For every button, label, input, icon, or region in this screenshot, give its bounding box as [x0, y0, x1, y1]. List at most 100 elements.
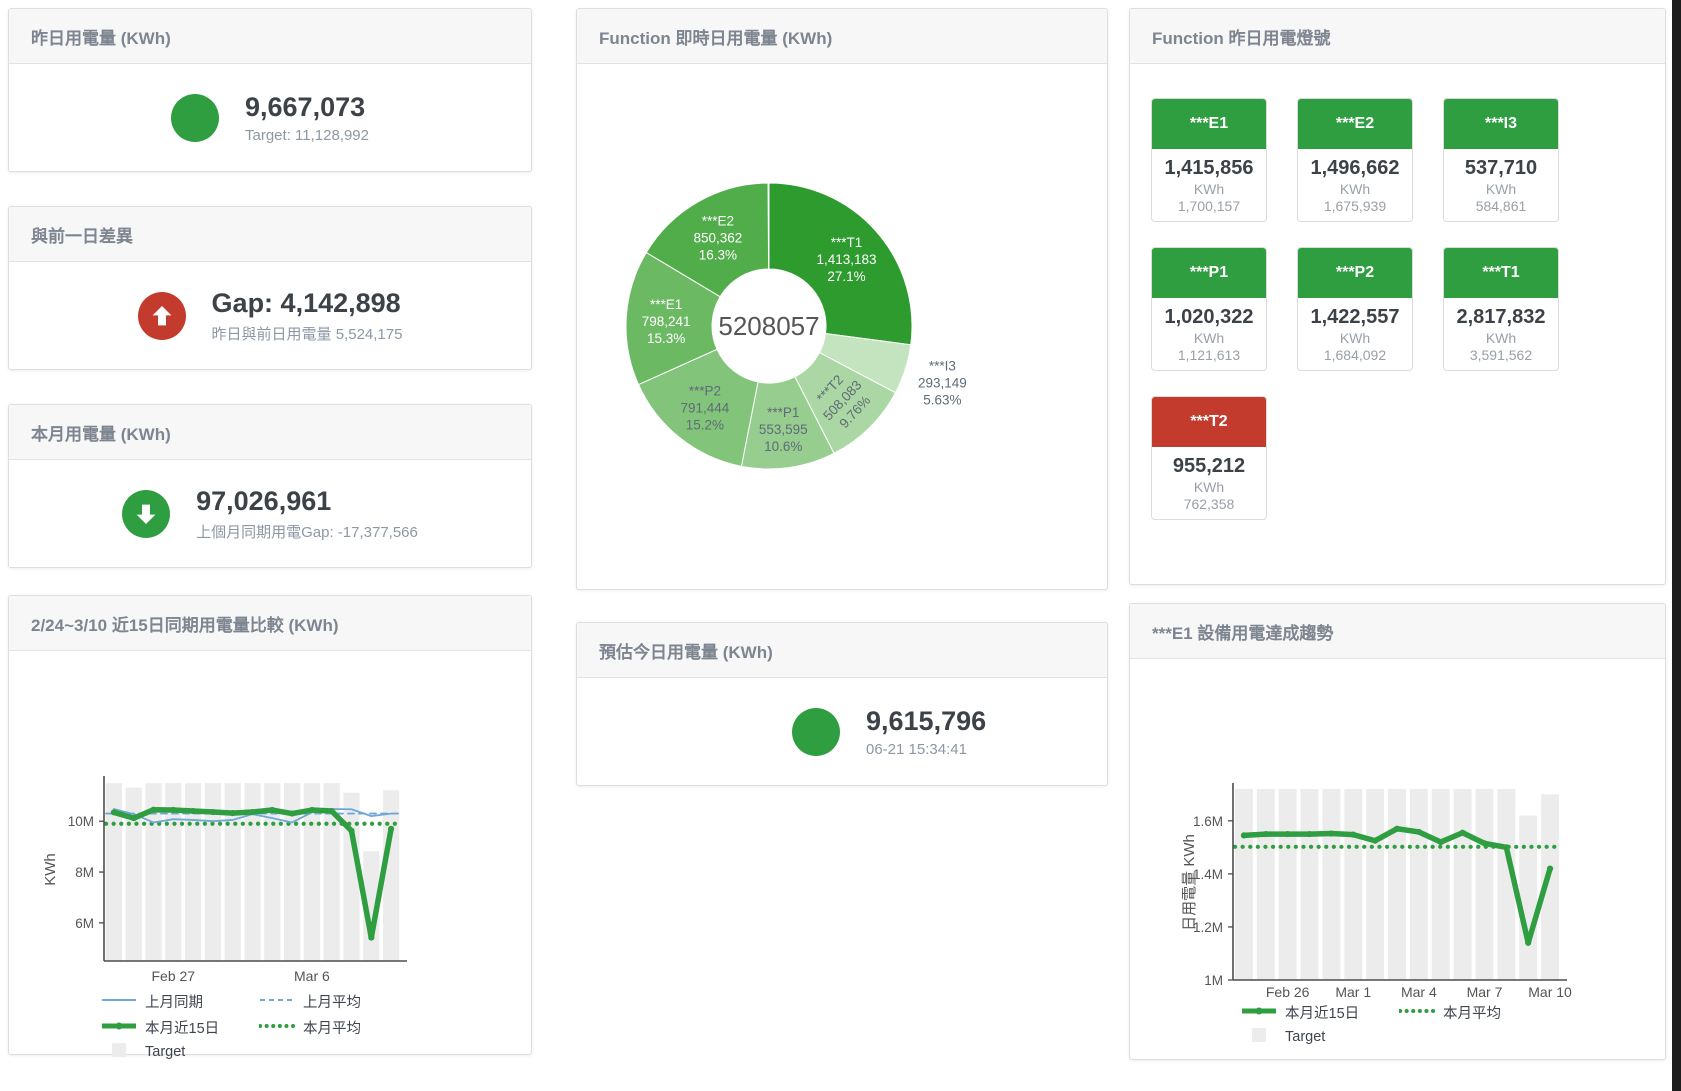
target-bar: [264, 783, 281, 961]
stat-subtitle: 06-21 15:34:41: [866, 740, 967, 758]
panel-title: 2/24~3/10 近15日同期用電量比較 (KWh): [31, 615, 339, 635]
legend-item[interactable]: Target: [101, 1043, 259, 1061]
target-bar: [1256, 788, 1275, 980]
tile-value: 2,817,832: [1456, 306, 1546, 328]
status-tile: ***T1 2,817,832 KWh 3,591,562: [1443, 247, 1559, 371]
x-tick-label: Feb 27: [152, 968, 196, 984]
panel-title: Function 昨日用電燈號: [1152, 28, 1331, 48]
tile-label: ***T2: [1152, 397, 1266, 447]
legend-swatch-icon: [101, 1019, 137, 1037]
donut-center-value: 5208057: [718, 311, 819, 341]
comparison-line-chart[interactable]: 6M 8M 10M Feb 27 Mar 6 KWh: [9, 773, 533, 993]
tile-label: ***I3: [1444, 99, 1558, 149]
donut-chart[interactable]: ***T1 1,413,183 27.1% ***I3 293,149 5.63% ***T…: [577, 64, 1109, 597]
target-bar: [105, 783, 123, 961]
tile-unit: KWh: [1339, 330, 1371, 346]
tile-label: ***P2: [1298, 248, 1412, 298]
panel-e1-trend-chart: ***E1 設備用電達成趨勢 1M 1.2M 1.4M 1.6M Feb 26 Mar 1…: [1129, 603, 1666, 1060]
panel-header: Function 即時日用電量 (KWh): [577, 9, 1107, 64]
legend-item[interactable]: 上月平均: [259, 991, 417, 1012]
target-bar: [244, 783, 261, 961]
donut-slice[interactable]: [625, 251, 721, 386]
tile-label: ***E2: [1298, 99, 1412, 149]
panel-header: 昨日用電量 (KWh): [9, 9, 531, 64]
target-bar: [1453, 788, 1472, 980]
legend-item[interactable]: 本月近15日: [1241, 1002, 1399, 1023]
tile-unit: KWh: [1485, 330, 1517, 346]
panel-title: ***E1 設備用電達成趨勢: [1152, 623, 1334, 643]
tile-label: ***E1: [1152, 99, 1266, 149]
tile-value: 1,496,662: [1310, 157, 1400, 179]
status-tile: ***P1 1,020,322 KWh 1,121,613: [1151, 247, 1267, 371]
donut-slice-label: ***T1 1,413,183 27.1%: [816, 235, 876, 284]
x-tick-label: Mar 6: [294, 968, 330, 984]
donut-slice[interactable]: [768, 182, 913, 346]
legend-label: 上月同期: [145, 995, 203, 1011]
target-bar: [1322, 788, 1341, 980]
legend-item[interactable]: 上月同期: [101, 991, 259, 1012]
target-bar: [1388, 788, 1406, 980]
panel-title: 昨日用電量 (KWh): [31, 28, 171, 48]
x-tick-label: Mar 10: [1528, 984, 1572, 1000]
scrollbar[interactable]: [1672, 0, 1681, 1091]
tile-unit: KWh: [1193, 479, 1225, 495]
legend-item[interactable]: 本月平均: [1398, 1002, 1557, 1023]
status-tile: ***E1 1,415,856 KWh 1,700,157: [1151, 98, 1267, 222]
legend-label: 本月近15日: [1285, 1006, 1360, 1022]
arrow-up-icon: [137, 292, 186, 340]
tile-value: 1,020,322: [1164, 306, 1254, 328]
donut-slice[interactable]: [645, 182, 770, 298]
chart-legend: 本月近15日 本月平均 Target: [1241, 1002, 1571, 1051]
target-bar: [303, 783, 321, 961]
y-tick-label: 1M: [1204, 973, 1223, 988]
x-tick-label: Feb 26: [1266, 984, 1310, 1000]
legend-swatch-icon: [101, 993, 137, 1011]
target-bar: [1431, 788, 1450, 980]
target-bar: [1366, 788, 1385, 980]
status-tile: ***I3 537,710 KWh 584,861: [1443, 98, 1559, 222]
target-bar: [125, 787, 142, 961]
donut-slice[interactable]: [637, 348, 759, 467]
target-bar: [165, 783, 182, 961]
legend-label: 本月平均: [1443, 1006, 1501, 1022]
target-bar: [1409, 788, 1428, 980]
x-tick-label: Mar 1: [1335, 984, 1371, 1000]
legend-label: 本月平均: [303, 1021, 361, 1037]
legend-swatch-icon: [101, 1043, 137, 1061]
y-tick-label: 10M: [68, 814, 94, 829]
donut-slice-label: ***E1 798,241 15.3%: [642, 297, 691, 346]
legend-swatch-icon: [259, 993, 295, 1011]
panel-gap-vs-previous-day: 與前一日差異 Gap: 4,142,898 昨日與前日用電量 5,524,175: [8, 206, 532, 370]
tile-unit: KWh: [1485, 181, 1517, 197]
legend-item[interactable]: 本月平均: [258, 1017, 417, 1038]
panel-title: 與前一日差異: [31, 226, 133, 246]
y-axis-label: 日用電量 KWh: [1181, 834, 1198, 931]
arrow-down-icon: [122, 490, 171, 538]
target-bar: [1519, 815, 1538, 980]
status-circle-icon: [792, 708, 840, 756]
status-tile: ***T2 955,212 KWh 762,358: [1151, 396, 1267, 520]
stat-value: Gap: 4,142,898: [211, 288, 401, 319]
stat-value: 97,026,961: [196, 486, 332, 517]
tile-label: ***P1: [1152, 248, 1266, 298]
panel-header: 2/24~3/10 近15日同期用電量比較 (KWh): [9, 596, 531, 651]
panel-status-lights: Function 昨日用電燈號 ***E1 1,415,856 KWh 1,700,1…: [1129, 8, 1666, 585]
x-tick-label: Mar 7: [1467, 984, 1503, 1000]
target-bar: [363, 851, 380, 961]
tile-target: 3,591,562: [1469, 347, 1533, 363]
panel-title: 預估今日用電量 (KWh): [599, 642, 773, 662]
stat-subtitle: Target: 11,128,992: [245, 126, 369, 144]
e1-trend-line-chart[interactable]: 1M 1.2M 1.4M 1.6M Feb 26 Mar 1 Mar 4 Mar 7 Mar 1…: [1130, 783, 1667, 1005]
legend-item[interactable]: Target: [1241, 1028, 1399, 1046]
tile-target: 762,358: [1183, 496, 1235, 512]
panel-header: ***E1 設備用電達成趨勢: [1130, 604, 1665, 659]
status-tile: ***P2 1,422,557 KWh 1,684,092: [1297, 247, 1413, 371]
donut-slice-label: ***P1 553,595 10.6%: [759, 405, 808, 454]
target-bar: [343, 792, 360, 961]
tile-target: 584,861: [1475, 198, 1527, 214]
status-tile: ***E2 1,496,662 KWh 1,675,939: [1297, 98, 1413, 222]
target-bar: [382, 790, 400, 961]
tile-value: 1,415,856: [1164, 157, 1254, 179]
legend-item[interactable]: 本月近15日: [101, 1017, 259, 1038]
